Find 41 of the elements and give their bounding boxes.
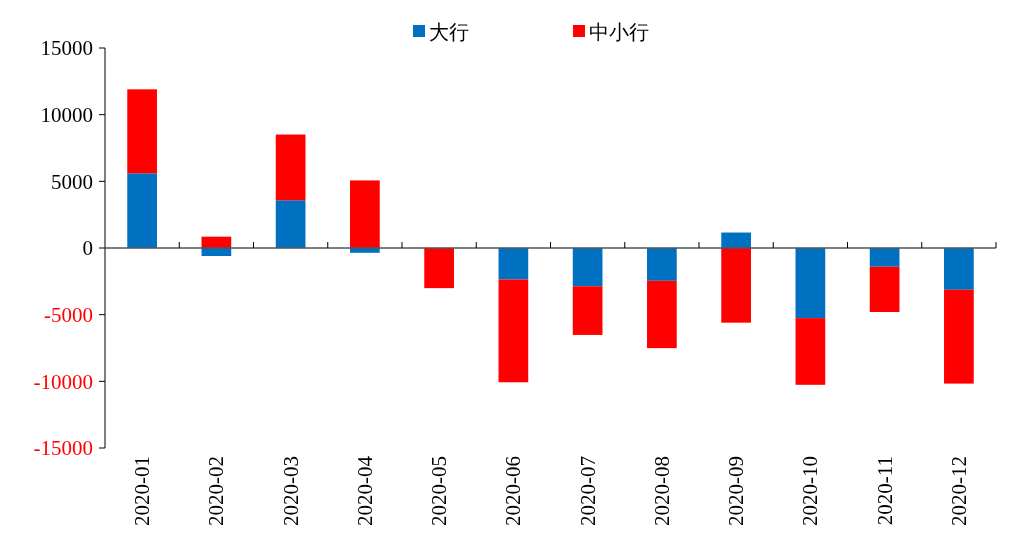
x-tick-label: 2020-05: [427, 456, 452, 526]
x-tick-label: 2020-04: [352, 455, 377, 526]
legend-label: 中小行: [589, 20, 649, 44]
y-tick-label: 10000: [40, 103, 93, 128]
bar: [498, 279, 529, 383]
y-tick-label: 5000: [51, 169, 93, 194]
y-tick-label: -15000: [33, 436, 93, 461]
x-tick-label: 2020-09: [724, 456, 749, 526]
y-tick-label: 0: [82, 236, 93, 261]
bar: [869, 248, 900, 267]
bar: [647, 248, 677, 281]
bar: [498, 248, 529, 280]
legend-label: 大行: [429, 20, 469, 44]
x-tick-label: 2020-07: [575, 456, 600, 526]
bar: [127, 173, 157, 248]
x-tick-label: 2020-03: [278, 456, 303, 526]
bar: [944, 248, 974, 290]
x-tick-label: 2020-06: [501, 456, 526, 526]
x-tick-label: 2020-11: [872, 456, 897, 526]
bar: [572, 286, 603, 335]
bar: [721, 248, 751, 323]
bar: [795, 248, 826, 319]
bar: [572, 248, 603, 287]
bar: [424, 248, 454, 289]
bar: [275, 134, 306, 201]
y-tick-label: -10000: [33, 369, 93, 394]
x-tick-label: 2020-08: [649, 456, 674, 526]
bar: [127, 89, 157, 174]
bar: [721, 232, 751, 248]
bar: [275, 200, 306, 248]
bar: [944, 289, 974, 384]
bar: [795, 318, 826, 385]
bar: [869, 266, 900, 312]
y-tick-label: 15000: [40, 36, 93, 61]
x-tick-label: 2020-12: [946, 456, 971, 526]
x-tick-label: 2020-10: [798, 456, 823, 526]
bar: [350, 180, 380, 248]
y-tick-label: -5000: [44, 303, 93, 328]
x-tick-label: 2020-01: [130, 456, 155, 526]
bar: [647, 280, 677, 349]
x-tick-label: 2020-02: [204, 456, 229, 526]
